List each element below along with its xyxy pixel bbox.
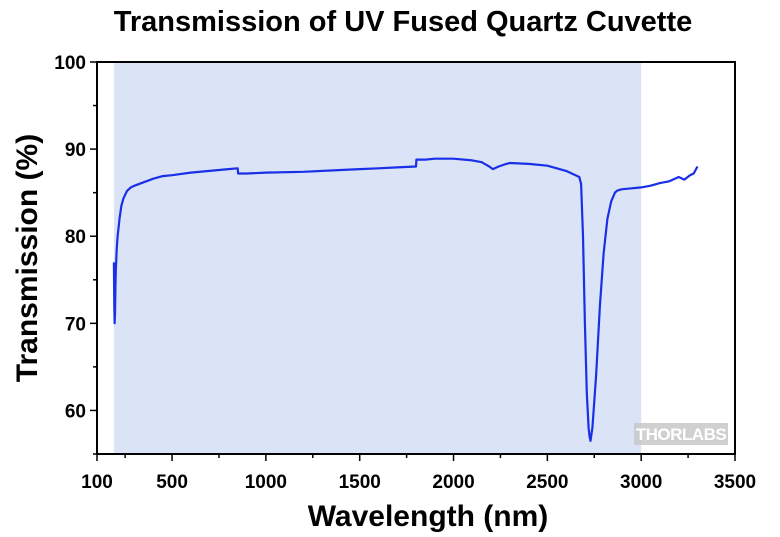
x-tick-label: 3000	[620, 472, 662, 493]
y-tick-label: 70	[65, 314, 86, 335]
x-tick-label: 500	[156, 472, 188, 493]
x-tick-label: 2500	[526, 472, 568, 493]
x-tick-label: 3500	[714, 472, 756, 493]
watermark-label: THORLABS	[636, 425, 727, 444]
data-layer	[112, 157, 699, 442]
y-tick-label: 100	[54, 53, 86, 74]
watermark-box	[634, 423, 728, 445]
y-axis-label: Transmission (%)	[11, 134, 44, 382]
x-tick-label: 2000	[432, 472, 474, 493]
shaded-wavelength-region	[113, 62, 642, 454]
thorlabs-watermark: THORLABS	[634, 423, 728, 445]
x-tick-label: 1000	[245, 472, 287, 493]
x-axis-label: Wavelength (nm)	[308, 500, 549, 533]
transmission-series-line	[112, 157, 699, 442]
y-tick-label: 80	[65, 227, 86, 248]
chart-title: Transmission of UV Fused Quartz Cuvette	[114, 6, 693, 38]
ticks-layer: 100 500 1000 1500 2000 2500 3000 3500 60 70 80 90 10…	[54, 53, 756, 493]
y-tick-label: 90	[65, 140, 86, 161]
x-tick-label: 1500	[339, 472, 381, 493]
plot-frame	[96, 61, 736, 455]
y-tick-label: 60	[65, 401, 86, 422]
x-tick-label: 100	[81, 472, 113, 493]
